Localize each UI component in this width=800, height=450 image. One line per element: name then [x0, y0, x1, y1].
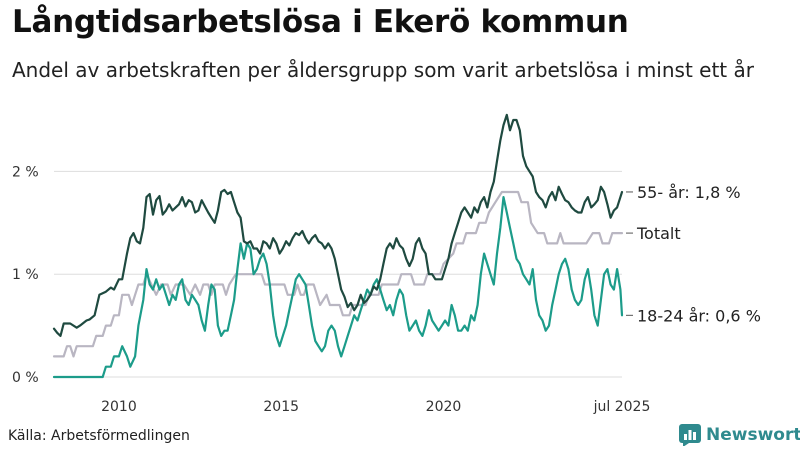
- x-tick-label: 2015: [263, 399, 299, 415]
- x-axis-ticks: 2010 2015 2020 jul 2025: [101, 399, 650, 415]
- series-line-0: [52, 113, 624, 337]
- series-line-1: [52, 190, 624, 358]
- x-tick-label: jul 2025: [593, 399, 651, 415]
- series-end-label: 18-24 år: 0,6 %: [637, 306, 761, 325]
- series-line-2: [52, 196, 624, 379]
- y-axis-ticks: 0 % 1 % 2 %: [12, 164, 39, 386]
- x-tick-label: 2010: [101, 399, 137, 415]
- chart-title: Långtidsarbetslösa i Ekerö kommun: [12, 4, 629, 40]
- series-end-labels: 55- år: 1,8 % Totalt 18-24 år: 0,6 %: [626, 183, 761, 325]
- source-note: Källa: Arbetsförmedlingen: [8, 428, 190, 444]
- y-tick-label: 0 %: [12, 370, 39, 386]
- series-end-label: Totalt: [636, 224, 681, 243]
- series-end-label: 55- år: 1,8 %: [637, 183, 741, 202]
- x-tick-label: 2020: [426, 399, 462, 415]
- brand-logo[interactable]: Newsworthy: [679, 424, 800, 446]
- y-tick-label: 1 %: [12, 267, 39, 283]
- y-tick-label: 2 %: [12, 164, 39, 180]
- chart-subtitle: Andel av arbetskraften per åldersgrupp s…: [12, 58, 754, 82]
- bar-chart-logo-icon: [679, 424, 701, 446]
- brand-name: Newsworthy: [706, 425, 800, 445]
- series-lines: [52, 113, 624, 379]
